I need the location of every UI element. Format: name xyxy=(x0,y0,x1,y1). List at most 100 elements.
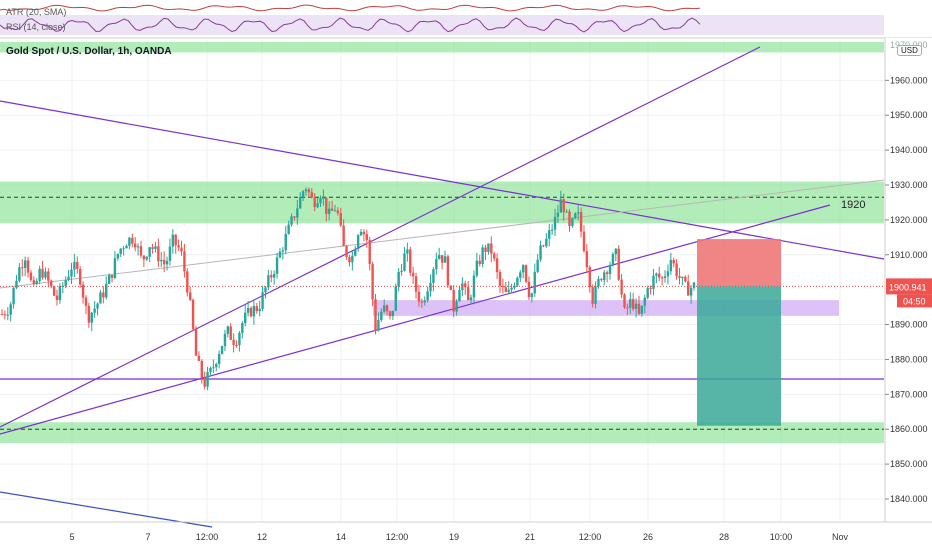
candle-body xyxy=(377,320,380,331)
rsi-band xyxy=(0,15,884,35)
candle-body xyxy=(455,301,458,312)
candle xyxy=(631,292,635,312)
candle xyxy=(600,278,603,282)
candle xyxy=(168,238,172,266)
lower-blue-line xyxy=(0,491,213,528)
candle xyxy=(603,269,606,286)
candle xyxy=(391,310,395,321)
candle xyxy=(78,266,82,288)
candle-body xyxy=(281,250,285,252)
candle-body xyxy=(339,213,342,226)
candle-body xyxy=(264,287,267,293)
candle-body xyxy=(406,249,409,254)
candle xyxy=(553,208,557,237)
candle-body xyxy=(145,256,148,260)
candle-body xyxy=(168,246,172,261)
stop-loss-zone xyxy=(697,239,781,287)
candle xyxy=(136,243,140,256)
candle xyxy=(687,274,690,296)
candle xyxy=(400,263,403,276)
candle xyxy=(594,281,597,309)
candle xyxy=(220,345,224,355)
candle xyxy=(597,276,600,289)
candle-body xyxy=(634,303,638,309)
candle xyxy=(310,187,314,199)
candle-body xyxy=(55,295,59,301)
candle-body xyxy=(423,300,426,303)
candle-body xyxy=(249,308,253,317)
candle xyxy=(133,237,137,252)
candle xyxy=(81,281,85,304)
currency-badge[interactable]: USD xyxy=(897,45,922,56)
candle-body xyxy=(246,308,250,313)
candle xyxy=(189,286,192,302)
atr-label[interactable]: ATR (20, SMA) xyxy=(6,7,67,17)
chart-axes: 1970.0001960.0001950.0001940.0001930.000… xyxy=(0,38,932,550)
candle-body xyxy=(565,211,568,213)
candle xyxy=(475,252,479,278)
candle xyxy=(327,201,331,221)
candle-body xyxy=(238,332,241,346)
price-tick-label: 1890.000 xyxy=(890,320,928,330)
candle xyxy=(244,304,247,327)
time-tick-label: Nov xyxy=(832,532,849,542)
candle xyxy=(637,295,641,316)
candle-body xyxy=(102,292,105,298)
candle xyxy=(429,274,432,297)
candle xyxy=(530,292,534,303)
candle-body xyxy=(591,287,594,304)
candle-body xyxy=(275,257,279,274)
candle xyxy=(571,217,574,228)
candle xyxy=(261,286,264,312)
candle xyxy=(200,359,203,384)
candles xyxy=(0,187,696,391)
candle-body xyxy=(600,279,603,281)
candle-body xyxy=(374,299,377,331)
candle-body xyxy=(174,234,177,246)
candle xyxy=(3,310,7,320)
candle xyxy=(568,209,571,232)
candle-body xyxy=(533,271,536,294)
candle xyxy=(394,283,397,312)
candle-body xyxy=(458,290,461,302)
candle-body xyxy=(226,326,230,334)
candle-body xyxy=(177,245,180,248)
rsi-label[interactable]: RSI (14, close) xyxy=(6,22,66,32)
candle-body xyxy=(498,272,502,286)
candle xyxy=(655,272,658,284)
candle xyxy=(495,253,499,280)
candle xyxy=(177,239,180,251)
candle-body xyxy=(466,287,470,301)
candle-body xyxy=(588,267,591,288)
candle-body xyxy=(116,253,120,259)
candle-body xyxy=(571,218,574,226)
candle-body xyxy=(38,268,41,282)
candle-body xyxy=(327,208,331,214)
candle xyxy=(574,212,577,220)
candle-body xyxy=(87,305,91,323)
candle xyxy=(12,287,15,309)
candle xyxy=(365,229,369,248)
candle xyxy=(689,285,693,304)
candle-body xyxy=(446,256,450,286)
candle-body xyxy=(131,237,134,244)
candle xyxy=(420,298,424,308)
time-tick-label: 12:00 xyxy=(196,532,219,542)
candle xyxy=(521,264,525,279)
candle xyxy=(70,262,73,284)
candle xyxy=(183,243,186,278)
candle xyxy=(348,254,351,267)
candle xyxy=(319,195,322,207)
candle-body xyxy=(84,297,88,306)
candle xyxy=(299,192,302,209)
candle xyxy=(165,256,169,271)
candle-body xyxy=(293,216,296,218)
candle-body xyxy=(241,323,244,333)
candle-body xyxy=(380,311,383,321)
candle-body xyxy=(290,216,293,225)
candle-body xyxy=(32,280,36,285)
price-tick-label: 1930.000 xyxy=(890,180,928,190)
symbol-title[interactable]: Gold Spot / U.S. Dollar, 1h, OANDA xyxy=(6,46,172,57)
candle-body xyxy=(171,234,175,247)
